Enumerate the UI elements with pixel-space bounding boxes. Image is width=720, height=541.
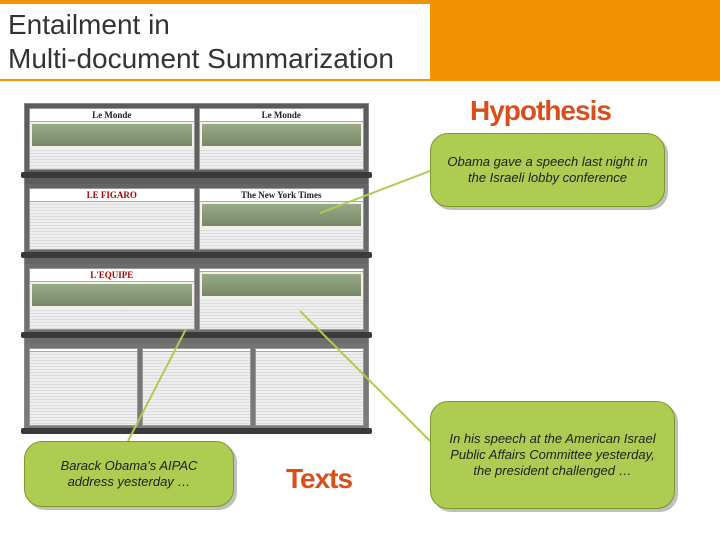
text1-content: Barack Obama's AIPAC address yesterday … — [37, 458, 221, 491]
shelf-row: Le Monde Le Monde — [25, 104, 368, 174]
paper-text — [200, 228, 364, 249]
newspaper: The New York Times — [199, 188, 365, 250]
title-band: Entailment in Multi-document Summarizati… — [0, 0, 720, 81]
paper-text — [143, 352, 250, 425]
shelf-row: L'EQUIPE — [25, 264, 368, 334]
masthead: L'EQUIPE — [30, 269, 194, 282]
newspaper: Le Monde — [29, 108, 195, 170]
paper-photo — [32, 284, 192, 306]
masthead — [200, 269, 364, 272]
newspaper: L'EQUIPE — [29, 268, 195, 330]
content-area: Le Monde Le Monde LE FIGARO The New York… — [0, 81, 720, 541]
text-bubble-2: In his speech at the American Israel Pub… — [430, 401, 675, 509]
paper-text — [200, 298, 364, 329]
shelf-row: LE FIGARO The New York Times — [25, 184, 368, 254]
newspaper — [255, 348, 364, 426]
title-line1: Entailment in — [8, 9, 170, 40]
masthead: Le Monde — [30, 109, 194, 122]
paper-text — [30, 202, 194, 249]
paper-text — [30, 308, 194, 329]
hypothesis-label: Hypothesis — [470, 95, 611, 127]
title-line2: Multi-document Summarization — [8, 43, 394, 74]
newspaper: LE FIGARO — [29, 188, 195, 250]
masthead: LE FIGARO — [30, 189, 194, 202]
shelf-row — [25, 344, 368, 430]
text-bubble-1: Barack Obama's AIPAC address yesterday … — [24, 441, 234, 507]
newspaper — [199, 268, 365, 330]
newspaper — [142, 348, 251, 426]
text2-content: In his speech at the American Israel Pub… — [443, 431, 662, 480]
hypothesis-bubble: Obama gave a speech last night in the Is… — [430, 133, 665, 207]
newsstand-photo: Le Monde Le Monde LE FIGARO The New York… — [24, 103, 369, 433]
paper-text — [30, 352, 137, 425]
masthead: The New York Times — [200, 189, 364, 202]
paper-photo — [32, 124, 192, 146]
paper-photo — [202, 124, 362, 146]
slide-title: Entailment in Multi-document Summarizati… — [0, 4, 430, 79]
newspaper — [29, 348, 138, 426]
paper-photo — [202, 204, 362, 226]
texts-label: Texts — [286, 463, 352, 495]
paper-text — [256, 352, 363, 425]
masthead: Le Monde — [200, 109, 364, 122]
hypothesis-text: Obama gave a speech last night in the Is… — [443, 154, 652, 187]
paper-text — [200, 148, 364, 169]
paper-text — [30, 148, 194, 169]
newspaper: Le Monde — [199, 108, 365, 170]
paper-photo — [202, 274, 362, 296]
